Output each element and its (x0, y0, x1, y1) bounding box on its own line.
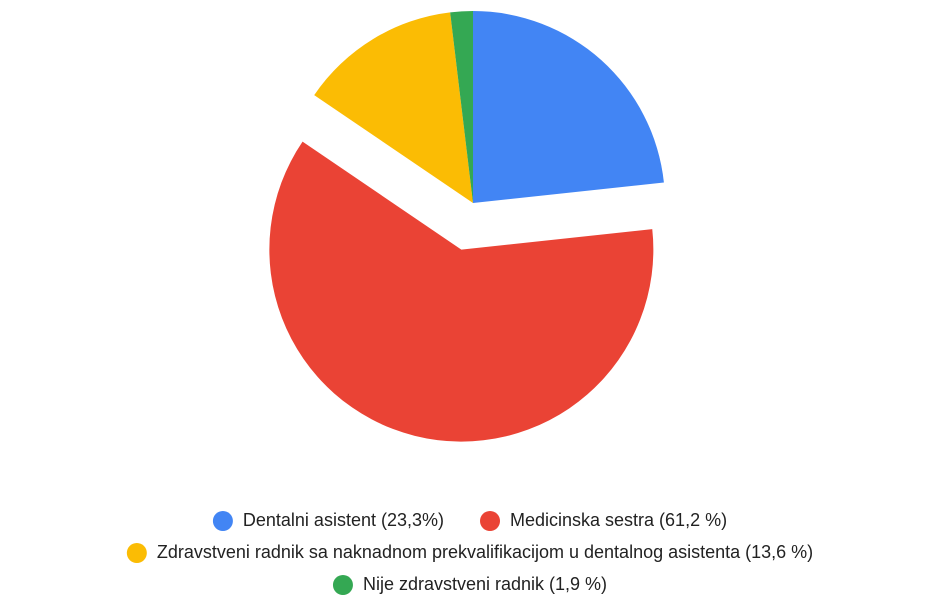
legend-label: Nije zdravstveni radnik (1,9 %) (363, 574, 607, 594)
legend-marker (480, 511, 501, 531)
legend-label: Dentalni asistent (23,3%) (243, 510, 444, 530)
legend-marker (332, 575, 353, 595)
legend-label: Zdravstveni radnik sa naknadnom prekvali… (157, 542, 813, 562)
legend-label: Medicinska sestra (61,2 %) (510, 510, 727, 530)
pie-slice (314, 12, 473, 203)
legend-marker (126, 543, 147, 563)
legend-marker (212, 511, 233, 531)
pie-slice (450, 11, 473, 203)
pie-slice (269, 141, 654, 442)
pie-slice (473, 11, 664, 203)
